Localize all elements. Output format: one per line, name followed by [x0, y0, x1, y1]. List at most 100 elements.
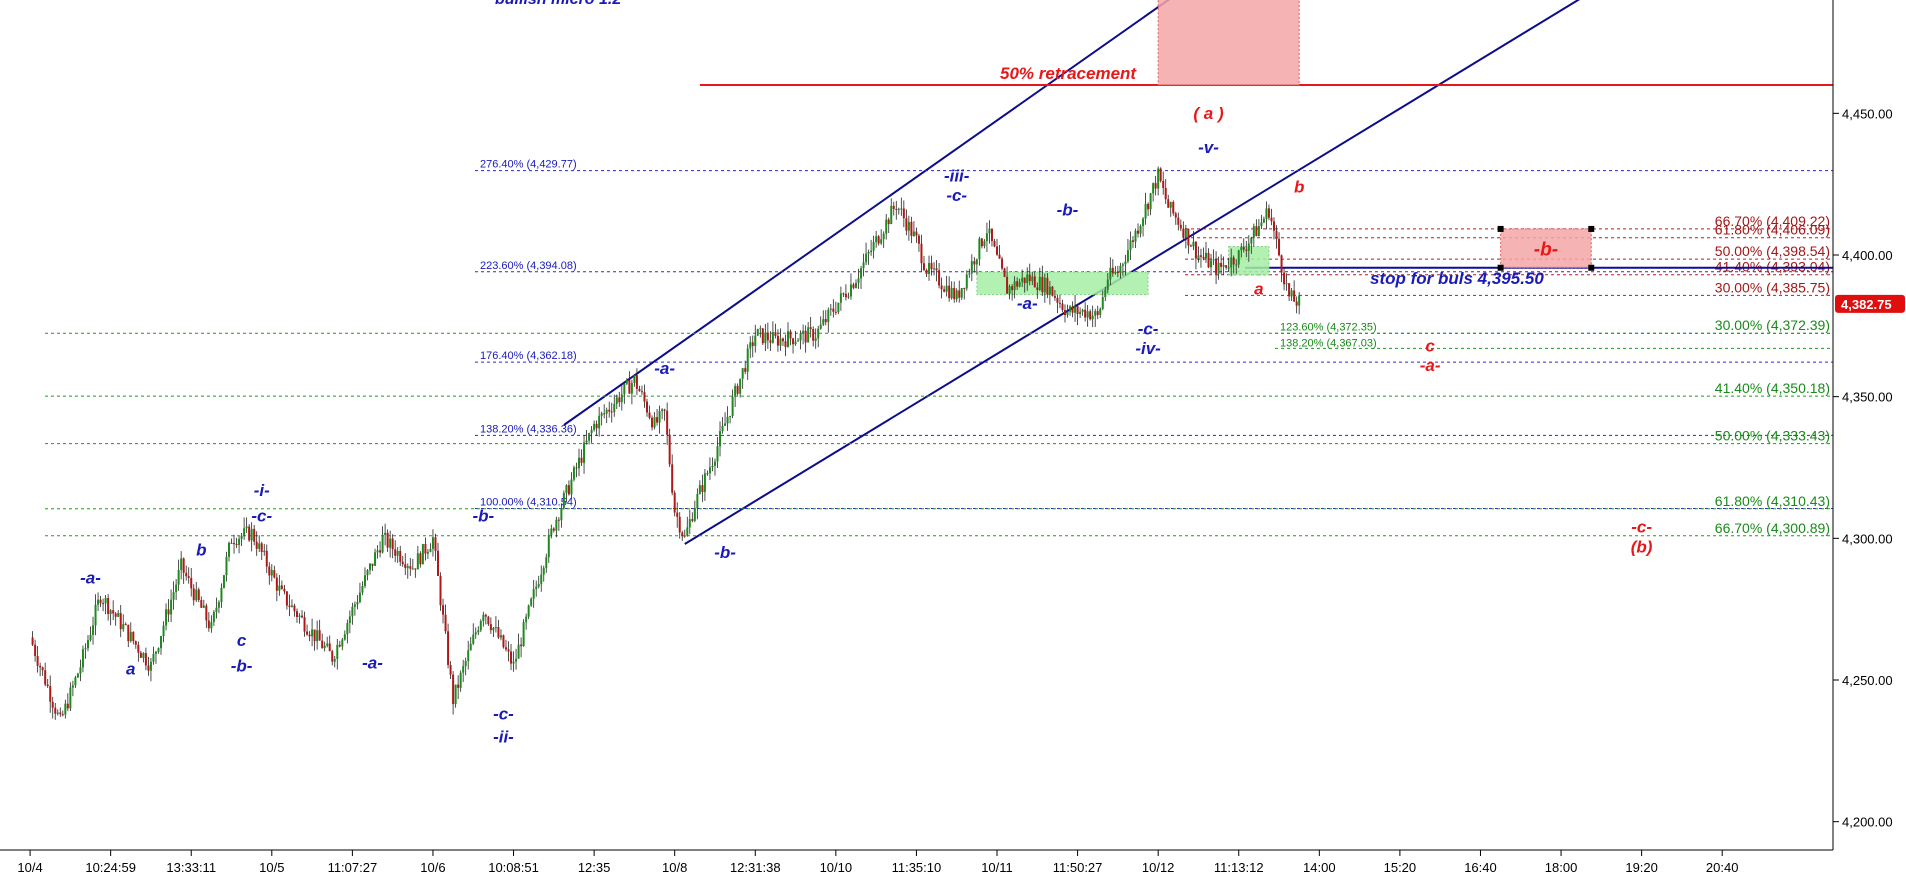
candle-body: [51, 701, 54, 708]
candle-body: [1071, 306, 1074, 313]
candle-body: [917, 235, 920, 244]
candle-body: [1031, 276, 1034, 282]
candle-body: [1023, 277, 1026, 284]
candle-body: [374, 552, 377, 566]
candle-body: [633, 375, 636, 384]
candle-body: [880, 239, 883, 244]
candle-body: [910, 221, 913, 236]
zone-handle: [1497, 225, 1504, 232]
candle-body: [928, 263, 931, 274]
candle-body: [834, 311, 837, 313]
x-tick-label: 10/8: [662, 860, 687, 875]
candle-body: [520, 644, 523, 647]
candle-body: [504, 647, 507, 650]
candle-body: [154, 651, 157, 654]
candle-body: [902, 208, 905, 219]
candle-body: [34, 644, 37, 657]
candle-body: [462, 666, 465, 673]
candle-body: [215, 607, 218, 613]
candle-body: [1189, 245, 1192, 247]
candle-body: [912, 231, 915, 236]
candle-body: [1217, 262, 1220, 274]
x-tick-label: 19:20: [1625, 860, 1658, 875]
candle-body: [1111, 267, 1114, 274]
candle-body: [46, 684, 49, 687]
candle-body: [605, 409, 608, 414]
candle-body: [205, 605, 208, 621]
x-tick-label: 12:35: [578, 860, 611, 875]
candle-body: [787, 331, 790, 347]
candle-body: [673, 492, 676, 513]
candle-body: [1104, 289, 1107, 298]
candle-body: [421, 544, 424, 565]
candle-body: [1187, 228, 1190, 246]
candle-body: [907, 221, 910, 231]
wave-label: b: [1294, 178, 1304, 197]
candle-body: [185, 572, 188, 577]
candle-body: [124, 624, 127, 626]
candle-body: [1298, 295, 1301, 306]
x-tick-label: 10/5: [259, 860, 284, 875]
candle-body: [260, 543, 263, 552]
wave-label: c: [237, 631, 247, 650]
candle-body: [265, 550, 268, 567]
candle-body: [54, 707, 57, 714]
candle-body: [1157, 168, 1160, 189]
candle-body: [731, 396, 734, 416]
candle-body: [1124, 261, 1127, 265]
candle-body: [1137, 230, 1140, 234]
candle-body: [288, 605, 291, 607]
candle-body: [1084, 309, 1087, 318]
candle-body: [1038, 276, 1041, 290]
wave-label: -c-: [493, 705, 514, 724]
candle-body: [341, 639, 344, 647]
candle-body: [608, 409, 611, 412]
candle-body: [71, 685, 74, 688]
candle-body: [162, 625, 165, 637]
candle-body: [165, 609, 168, 626]
candle-body: [613, 403, 616, 412]
candle-body: [1252, 226, 1255, 238]
candle-body: [379, 550, 382, 553]
candle-body: [844, 293, 847, 298]
candle-body: [550, 528, 553, 536]
wave-label: -b-: [1057, 200, 1079, 219]
candle-body: [436, 550, 439, 576]
candle-body: [570, 479, 573, 495]
candle-body: [464, 661, 467, 667]
candle-body: [774, 332, 777, 336]
candle-body: [1182, 228, 1185, 238]
candle-body: [1001, 258, 1004, 269]
candle-body: [144, 653, 147, 666]
candle-body: [492, 627, 495, 631]
candle-body: [857, 278, 860, 283]
candle-body: [167, 609, 170, 615]
candle-body: [1094, 311, 1097, 316]
candle-body: [74, 677, 77, 686]
candle-body: [578, 457, 581, 469]
candle-body: [107, 598, 110, 615]
fib-level-label: 176.40% (4,362.18): [480, 350, 577, 362]
x-tick-label: 14:00: [1303, 860, 1336, 875]
fib-level-label: 61.80% (4,406.09): [1715, 222, 1830, 238]
wave-label: -b-: [714, 543, 736, 562]
candle-body: [86, 640, 89, 649]
candle-body: [1227, 267, 1230, 269]
candle-body: [603, 413, 606, 415]
candle-body: [449, 664, 452, 675]
candle-body: [935, 268, 938, 271]
candle-body: [1028, 274, 1031, 282]
candle-body: [706, 473, 709, 475]
candle-body: [1255, 226, 1258, 237]
candle-body: [797, 340, 800, 342]
candle-body: [263, 550, 266, 552]
candle-body: [59, 712, 62, 715]
candle-body: [1280, 255, 1283, 273]
candle-body: [1242, 247, 1245, 250]
x-axis: 10/4 10:24:59 13:33:11 10/5 11:07:27 10/6 10:0…: [0, 849, 1833, 875]
candle-body: [527, 605, 530, 617]
candle-body: [701, 485, 704, 492]
candle-body: [1096, 311, 1099, 315]
candle-body: [484, 614, 487, 617]
